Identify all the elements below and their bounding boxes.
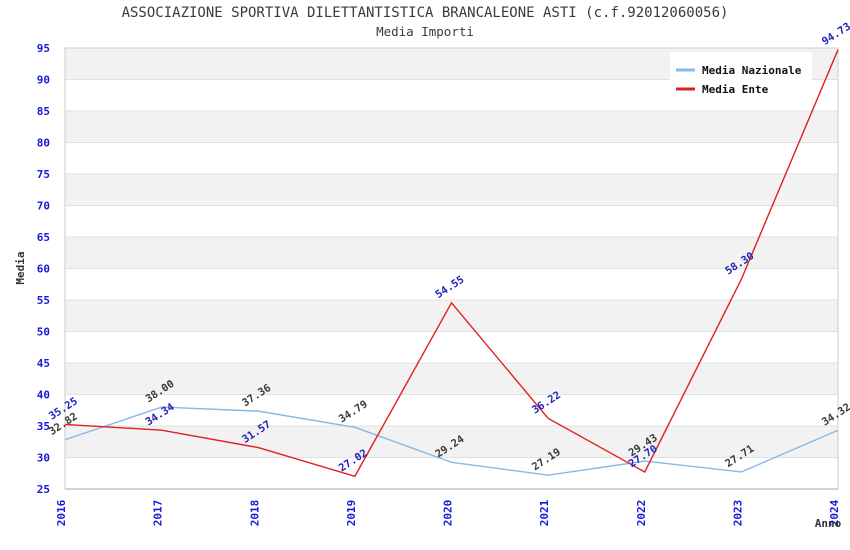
plot-band [65,142,838,174]
y-tick-label: 30 [37,452,50,465]
plot-band [65,174,838,206]
legend-box [670,52,812,104]
plot-band [65,394,838,426]
plot-band [65,300,838,332]
x-axis-title: Anno [815,517,842,530]
x-tick-label: 2020 [442,500,455,527]
chart-title: ASSOCIAZIONE SPORTIVA DILETTANTISTICA BR… [122,5,729,21]
plot-band [65,268,838,300]
plot-area: 25 30 35 40 45 50 55 60 65 70 75 80 85 90 95 2016 2017 20… [37,21,850,527]
point-label-media-ente: 94.73 [820,21,850,48]
plot-band [65,111,838,143]
y-tick-label: 75 [37,168,50,181]
y-tick-label: 45 [37,357,50,370]
x-tick-label: 2024 [828,499,841,526]
y-tick-label: 60 [37,263,50,276]
plot-band [65,426,838,458]
x-tick-label: 2018 [248,500,261,527]
plot-band [65,363,838,395]
y-tick-label: 70 [37,200,50,213]
series-line-media-nazionale [64,406,839,476]
x-tick-label: 2021 [538,499,551,526]
y-axis-title: Media [14,251,27,284]
y-tick-label: 40 [37,389,50,402]
legend-label-media-ente: Media Ente [702,83,769,96]
legend: Media Nazionale Media Ente [670,52,812,104]
x-tick-label: 2017 [152,500,165,527]
plot-band [65,237,838,269]
y-tick-label: 35 [37,420,50,433]
y-tick-label: 95 [37,42,50,55]
plot-band [65,205,838,237]
x-tick-label: 2023 [731,500,744,527]
y-tick-label: 50 [37,326,50,339]
legend-label-media-nazionale: Media Nazionale [702,64,802,77]
chart-subtitle: Media Importi [376,24,474,39]
series-line-media-ente [64,49,839,478]
y-tick-label: 80 [37,137,50,150]
x-tick-label: 2019 [345,500,358,527]
x-tick-label: 2016 [55,499,68,526]
plot-band [65,331,838,363]
y-tick-label: 55 [37,294,50,307]
y-tick-label: 25 [37,483,50,496]
x-tick-label: 2022 [635,500,648,527]
y-tick-label: 90 [37,74,50,87]
y-tick-label: 65 [37,231,50,244]
y-tick-label: 85 [37,105,50,118]
